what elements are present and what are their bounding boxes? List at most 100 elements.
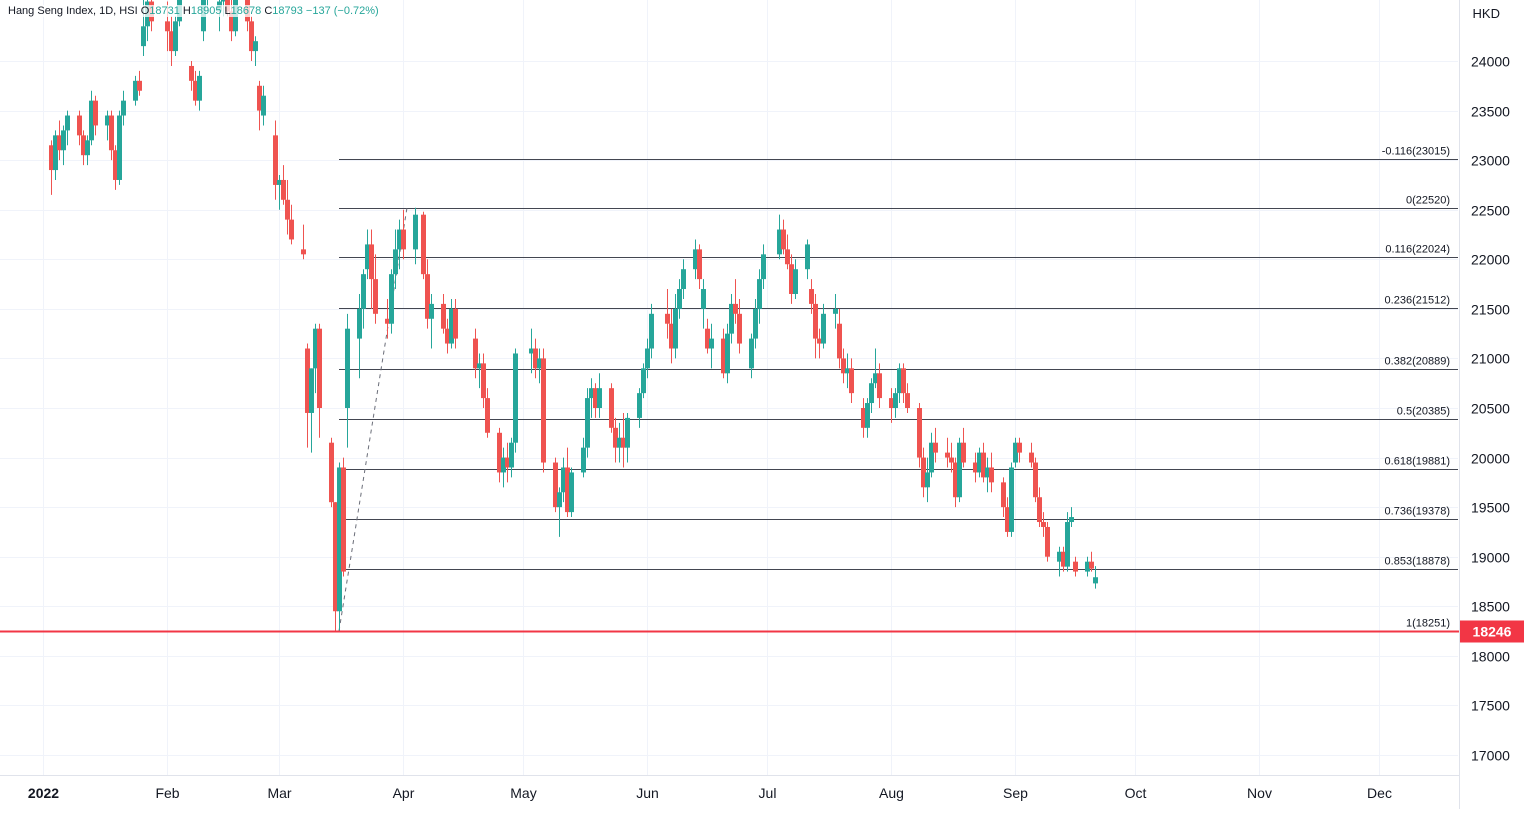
candle-body [285, 199, 290, 220]
candle-body [737, 313, 742, 344]
candle-body [869, 383, 874, 404]
candle-body [81, 135, 86, 156]
candle-body [313, 328, 318, 369]
candle-body [165, 21, 170, 32]
candle-body [669, 323, 674, 349]
candle-body [677, 289, 682, 309]
candle-body [477, 363, 482, 369]
currency-label[interactable]: HKD [1472, 6, 1500, 21]
candle-body [697, 249, 702, 280]
y-tick-label: 17500 [1471, 698, 1510, 714]
candle-body [341, 467, 346, 572]
candle-body [693, 249, 698, 270]
candle-body [429, 303, 434, 319]
candle-body [109, 115, 114, 151]
fib-level-label: -0.116(23015) [1382, 146, 1450, 158]
close-label: C [264, 5, 273, 17]
candle-body [453, 308, 458, 339]
candle-body [369, 244, 374, 280]
candle-body [921, 457, 926, 488]
low-label: L [224, 5, 231, 17]
candle-body [905, 393, 910, 408]
candle-body [1045, 526, 1050, 557]
candle-body [749, 338, 754, 369]
candle-body [553, 462, 558, 508]
candle-body [849, 368, 854, 394]
x-tick-label: Oct [1125, 785, 1147, 801]
candle-body [449, 308, 454, 344]
candle-body [949, 457, 954, 463]
candle-body [49, 145, 54, 171]
candle-body [533, 348, 538, 369]
candle-body [569, 472, 574, 513]
candle-body [701, 289, 706, 309]
candle-body [1033, 462, 1038, 498]
candle-body [973, 462, 978, 473]
price-line-layer: 18246 [0, 620, 1524, 643]
candle-body [169, 31, 174, 52]
candle-body [77, 115, 82, 136]
candle-body [561, 467, 566, 493]
candle-body [333, 502, 338, 612]
x-tick-label: Aug [879, 785, 904, 801]
candle-body [821, 313, 826, 344]
symbol-header[interactable]: Hang Seng Index, 1D, HSI O18731 H18905 L… [6, 5, 381, 17]
candle-body [625, 417, 630, 448]
candle-body [789, 264, 794, 294]
candle-body [1005, 507, 1010, 532]
candle-body [229, 11, 234, 32]
candle-body [373, 279, 378, 314]
y-tick-label: 23500 [1471, 104, 1510, 120]
current-price-badge[interactable] [1460, 620, 1524, 643]
candle-body [301, 249, 306, 255]
candle-body [861, 408, 866, 428]
candle-body [785, 249, 790, 265]
candle-body [1017, 442, 1022, 453]
candle-body [249, 21, 254, 52]
current-price-label: 18246 [1473, 624, 1512, 640]
candle-body [597, 388, 602, 408]
candle-body [961, 442, 966, 463]
candle-body [649, 313, 654, 349]
y-tick-label: 23000 [1471, 153, 1510, 169]
candle-body [929, 442, 934, 473]
candle-body [1009, 467, 1014, 532]
candle-body [1093, 577, 1098, 584]
candle-body [709, 338, 714, 349]
candle-body [513, 353, 518, 443]
y-tick-label: 17000 [1471, 748, 1510, 764]
candle-body [93, 100, 98, 126]
candle-body [361, 274, 366, 309]
candle-body [945, 452, 950, 458]
candle-body [61, 130, 66, 151]
candle-body [385, 318, 390, 324]
candle-body [637, 393, 642, 418]
candle-body [609, 388, 614, 428]
candle-body [89, 100, 94, 141]
candle-body [877, 373, 882, 399]
y-tick-label: 18500 [1471, 599, 1510, 615]
x-tick-label: Nov [1247, 785, 1272, 801]
candle-body [421, 214, 426, 275]
fib-retracement[interactable]: -0.116(23015) 0(22520) 0.116(22024) 0.236(2… [338, 146, 1458, 632]
candle-body [121, 100, 126, 116]
y-tick-label: 18000 [1471, 649, 1510, 665]
candle-body [817, 338, 822, 344]
candle-body [413, 214, 418, 250]
candle-body [989, 467, 994, 483]
candle-body [261, 95, 266, 116]
candle-body [253, 41, 258, 52]
y-tick-label: 24000 [1471, 54, 1510, 70]
change-value: −137 (−0.72%) [305, 5, 379, 17]
candle-body [837, 323, 842, 359]
candle-body [665, 313, 670, 324]
fib-level-label: 0.618(19881) [1385, 456, 1450, 468]
candle-body [809, 289, 814, 304]
candle-body [557, 492, 562, 508]
y-tick-label: 20500 [1471, 401, 1510, 417]
candle-body [725, 333, 730, 374]
candle-body [393, 249, 398, 275]
